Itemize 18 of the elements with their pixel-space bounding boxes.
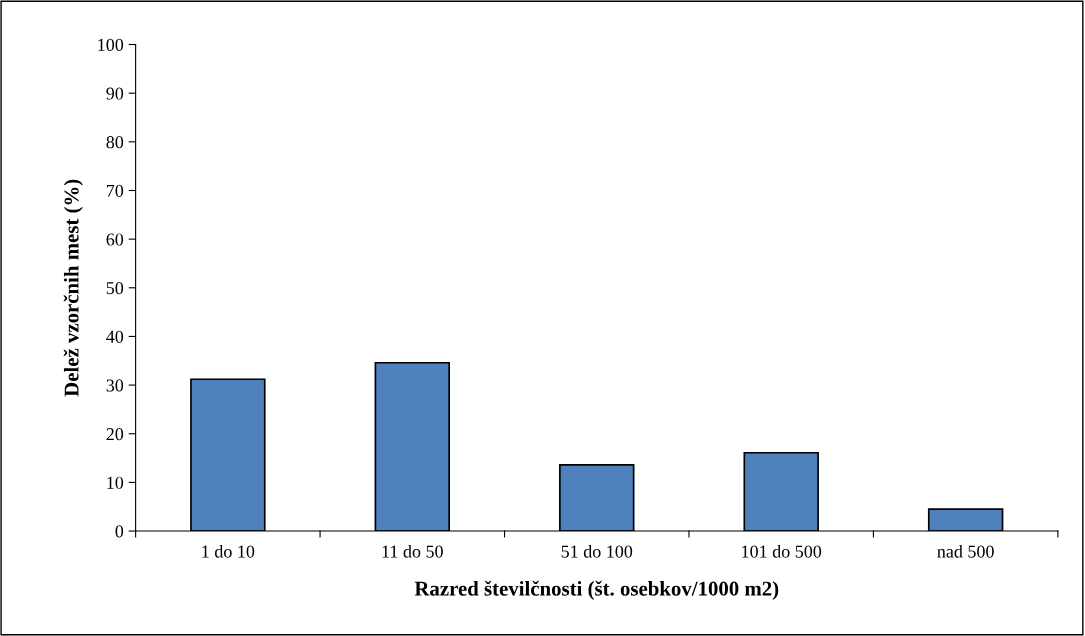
x-tick-label: nad 500 — [937, 544, 994, 558]
x-tick-label: 11 do 50 — [382, 544, 443, 558]
y-tick-label: 20 — [106, 428, 124, 441]
y-tick-label: 10 — [107, 476, 124, 489]
x-axis-title: Razred številčnosti (št. osebkov/1000 m2) — [414, 580, 779, 600]
x-tick-label: 101 do 500 — [742, 544, 822, 558]
y-tick-label: 50 — [106, 282, 124, 295]
y-tick-label: 30 — [106, 379, 124, 392]
x-tick-label: 1 do 10 — [202, 544, 255, 558]
x-tick-label: 51 do 100 — [561, 544, 633, 558]
y-tick-label: 40 — [106, 330, 124, 343]
y-tick-label: 90 — [106, 87, 124, 100]
y-tick-label: 70 — [106, 184, 124, 197]
y-tick-label: 100 — [98, 38, 124, 51]
y-axis-title: Delež vzorčnih mest (%) — [63, 179, 83, 397]
y-tick-label: 0 — [115, 525, 124, 538]
y-tick-label: 80 — [106, 136, 124, 149]
y-tick-label: 60 — [106, 233, 124, 246]
